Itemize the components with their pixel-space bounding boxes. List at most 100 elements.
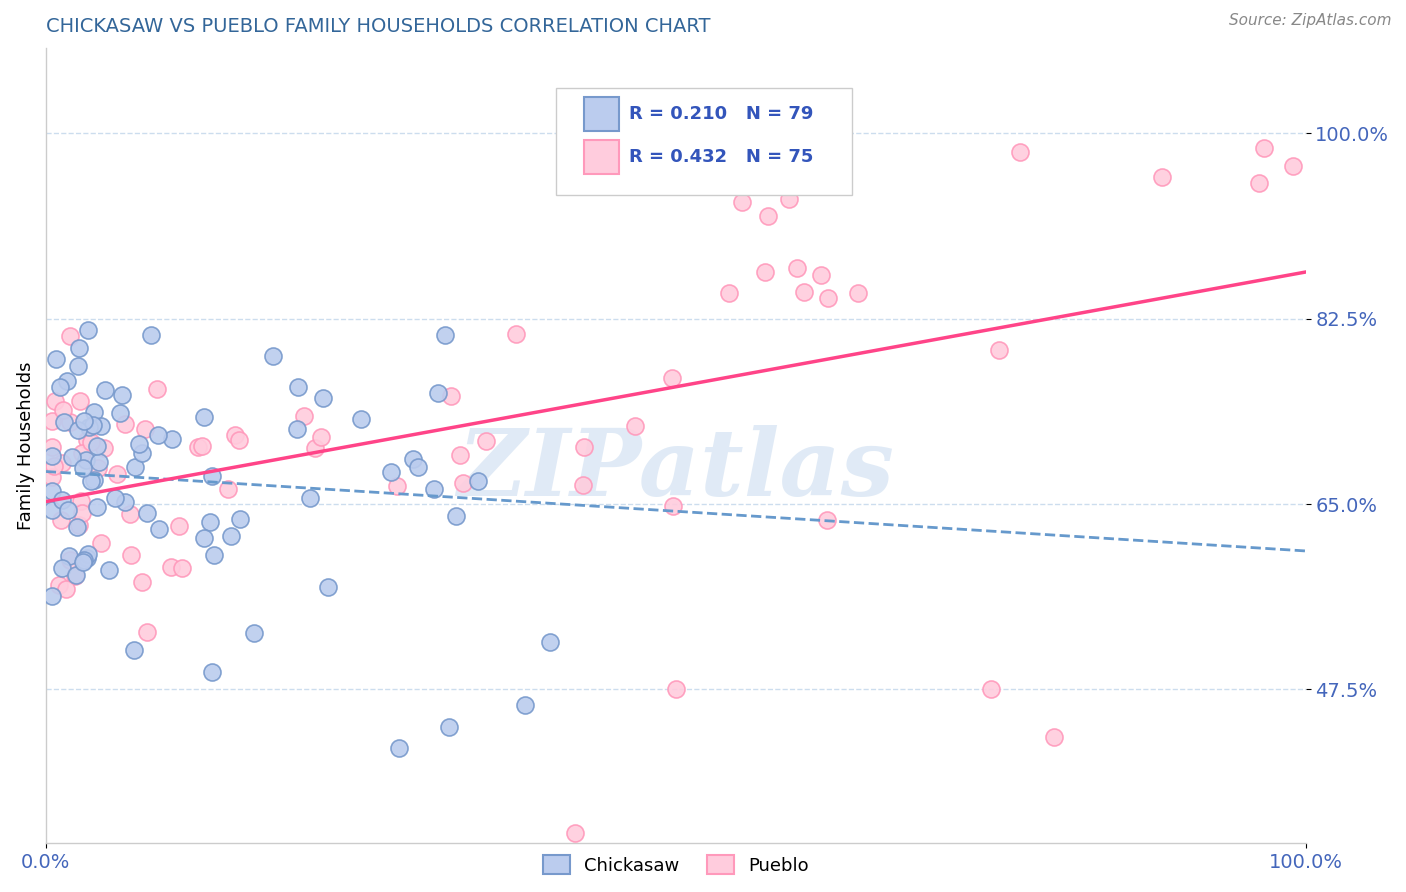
- Point: [73, 552, 96, 566]
- Point: [73, 414, 96, 428]
- Point: [51, 493, 73, 508]
- Point: [98, 563, 121, 577]
- Point: [1150, 170, 1173, 185]
- Point: [80, 435, 103, 450]
- Point: [146, 383, 169, 397]
- Text: CHICKASAW VS PUEBLO FAMILY HOUSEHOLDS CORRELATION CHART: CHICKASAW VS PUEBLO FAMILY HOUSEHOLDS CO…: [46, 17, 710, 36]
- Point: [55, 582, 77, 596]
- Point: [67, 341, 90, 355]
- Point: [52, 403, 75, 417]
- Point: [312, 391, 335, 405]
- Point: [60, 450, 83, 465]
- Point: [120, 548, 142, 562]
- Point: [49, 513, 72, 527]
- Point: [41, 589, 63, 603]
- Point: [423, 482, 446, 496]
- Point: [287, 380, 309, 394]
- Point: [131, 575, 153, 590]
- Point: [406, 460, 429, 475]
- Point: [41, 503, 63, 517]
- Point: [980, 682, 1002, 697]
- Text: ZIPatlas: ZIPatlas: [457, 425, 894, 515]
- Point: [387, 740, 409, 755]
- Point: [217, 482, 239, 496]
- Y-axis label: Family Households: Family Households: [17, 361, 35, 530]
- Point: [146, 428, 169, 442]
- Point: [572, 440, 595, 454]
- Point: [665, 682, 688, 697]
- Legend: Chickasaw, Pueblo: Chickasaw, Pueblo: [536, 848, 815, 882]
- Point: [380, 465, 402, 479]
- Point: [817, 291, 839, 305]
- Point: [90, 418, 112, 433]
- Point: [309, 429, 332, 443]
- Point: [128, 437, 150, 451]
- Point: [93, 441, 115, 455]
- Point: [58, 549, 80, 563]
- Point: [79, 420, 101, 434]
- Point: [59, 328, 82, 343]
- Point: [449, 448, 471, 462]
- Point: [160, 432, 183, 446]
- Bar: [583, 97, 619, 131]
- Point: [193, 531, 215, 545]
- Point: [228, 433, 250, 447]
- Point: [148, 522, 170, 536]
- Point: [198, 515, 221, 529]
- Point: [122, 643, 145, 657]
- Point: [59, 416, 82, 430]
- Point: [202, 548, 225, 562]
- Point: [86, 500, 108, 514]
- Point: [87, 460, 110, 475]
- Point: [105, 467, 128, 482]
- Point: [778, 192, 800, 206]
- Point: [564, 825, 586, 839]
- Point: [201, 468, 224, 483]
- Point: [385, 479, 408, 493]
- Point: [72, 556, 94, 570]
- Point: [69, 393, 91, 408]
- Point: [170, 561, 193, 575]
- Point: [66, 423, 89, 437]
- Point: [572, 477, 595, 491]
- Point: [467, 474, 489, 488]
- Point: [988, 343, 1011, 358]
- Point: [67, 359, 90, 373]
- Point: [134, 422, 156, 436]
- Point: [66, 520, 89, 534]
- Point: [44, 393, 66, 408]
- Point: [80, 474, 103, 488]
- Point: [846, 285, 869, 300]
- Point: [316, 581, 339, 595]
- Point: [67, 518, 90, 533]
- Point: [160, 559, 183, 574]
- FancyBboxPatch shape: [555, 88, 852, 195]
- Point: [93, 383, 115, 397]
- Point: [219, 529, 242, 543]
- Point: [89, 455, 111, 469]
- Point: [731, 195, 754, 210]
- Point: [786, 261, 808, 276]
- Point: [1281, 160, 1303, 174]
- Point: [661, 371, 683, 385]
- Point: [135, 624, 157, 639]
- Point: [48, 379, 70, 393]
- Point: [77, 547, 100, 561]
- Point: [131, 446, 153, 460]
- Point: [285, 422, 308, 436]
- Point: [41, 414, 63, 428]
- Point: [56, 374, 79, 388]
- Point: [754, 265, 776, 279]
- Point: [104, 491, 127, 505]
- Point: [427, 386, 450, 401]
- Point: [52, 415, 75, 429]
- Text: Source: ZipAtlas.com: Source: ZipAtlas.com: [1229, 13, 1392, 29]
- Point: [201, 665, 224, 679]
- Point: [111, 388, 134, 402]
- Point: [513, 698, 536, 713]
- Point: [1247, 176, 1270, 190]
- Point: [444, 508, 467, 523]
- Point: [624, 418, 647, 433]
- Point: [718, 286, 741, 301]
- Point: [51, 561, 73, 575]
